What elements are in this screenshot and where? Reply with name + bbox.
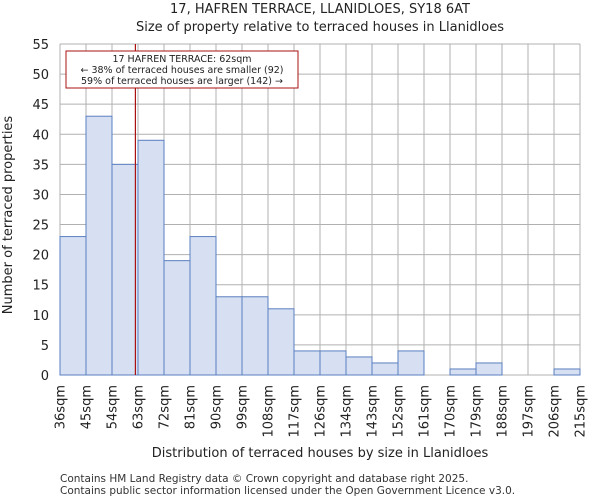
bar	[241, 296, 269, 376]
x-tick-label: 179sqm	[470, 385, 485, 438]
bar	[137, 139, 165, 376]
x-tick-label: 215sqm	[574, 385, 589, 438]
x-tick-label: 90sqm	[210, 385, 225, 429]
y-tick-label: 5	[41, 339, 49, 354]
footer-line-2: Contains public sector information licen…	[60, 485, 515, 497]
y-tick-label: 10	[32, 309, 49, 324]
bar	[449, 368, 477, 376]
x-tick-label: 126sqm	[314, 385, 329, 438]
x-tick-label: 152sqm	[392, 385, 407, 438]
x-tick-label: 170sqm	[444, 385, 459, 438]
bar	[163, 260, 191, 376]
annotation-line-1: 17 HAFREN TERRACE: 62sqm	[112, 54, 251, 65]
x-tick-label: 54sqm	[106, 385, 121, 429]
annotation-line-3: 59% of terraced houses are larger (142) …	[81, 76, 283, 87]
x-tick-label: 188sqm	[496, 385, 511, 438]
bar	[553, 368, 581, 376]
bars	[59, 115, 581, 376]
annotation-line-2: ← 38% of terraced houses are smaller (92…	[80, 65, 283, 76]
x-tick-label: 36sqm	[54, 385, 69, 429]
y-tick-label: 20	[32, 249, 49, 264]
x-tick-label: 63sqm	[132, 385, 147, 429]
annotation-box	[65, 50, 299, 89]
bar	[111, 163, 139, 376]
bar	[319, 350, 347, 376]
x-tick-label: 108sqm	[262, 385, 277, 438]
x-tick-label: 134sqm	[340, 385, 355, 438]
x-tick-label: 72sqm	[158, 385, 173, 429]
x-ticks: 36sqm 45sqm 54sqm 63sqm 72sqm 81sqm 90sqm 99sqm…	[54, 385, 589, 438]
x-tick-label: 206sqm	[548, 385, 563, 438]
x-tick-label: 99sqm	[236, 385, 251, 429]
y-axis-label: Number of terraced properties	[1, 116, 16, 315]
chart-title: 17, HAFREN TERRACE, LLANIDLOES, SY18 6AT	[170, 2, 470, 17]
bar	[215, 296, 243, 376]
bar	[371, 362, 399, 376]
x-tick-label: 45sqm	[80, 385, 95, 429]
y-tick-label: 50	[32, 68, 49, 83]
x-tick-label: 81sqm	[184, 385, 199, 429]
bar	[59, 236, 87, 376]
bar	[267, 308, 295, 376]
y-tick-label: 15	[32, 279, 49, 294]
y-ticks: 0 5 10 15 20 25 30 35 40 45 50 55	[32, 38, 49, 384]
y-tick-label: 30	[32, 188, 49, 203]
x-tick-label: 161sqm	[418, 385, 433, 438]
bar	[397, 350, 425, 376]
x-axis-label: Distribution of terraced houses by size …	[152, 446, 489, 461]
bar	[189, 236, 217, 376]
y-tick-label: 25	[32, 219, 49, 234]
y-tick-label: 35	[32, 158, 49, 173]
y-tick-label: 40	[32, 128, 49, 143]
y-tick-label: 45	[32, 98, 49, 113]
bar	[85, 115, 113, 376]
bar	[475, 362, 503, 376]
bar	[345, 356, 373, 376]
x-tick-label: 197sqm	[522, 385, 537, 438]
bar	[293, 350, 321, 376]
y-tick-label: 0	[41, 369, 49, 384]
chart-subtitle: Size of property relative to terraced ho…	[136, 20, 504, 35]
y-tick-label: 55	[32, 38, 49, 53]
x-tick-label: 117sqm	[288, 385, 303, 438]
x-tick-label: 143sqm	[366, 385, 381, 438]
footer-line-1: Contains HM Land Registry data © Crown c…	[60, 473, 468, 485]
